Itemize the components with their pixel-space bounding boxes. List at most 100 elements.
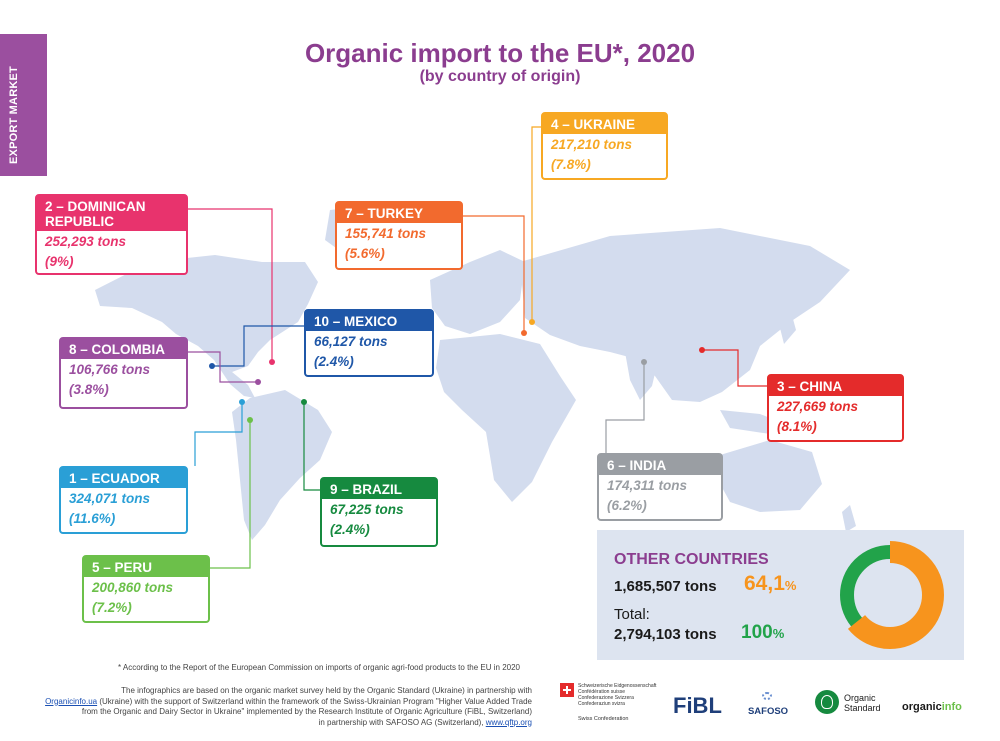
swiss-name-it: Confederazione Svizzera bbox=[578, 695, 634, 701]
credits-text: The infographics are based on the organi… bbox=[20, 686, 532, 728]
organicinfo-wordmark-b: info bbox=[941, 701, 962, 713]
connector-colombia bbox=[188, 351, 258, 383]
country-tons: 324,071 tons bbox=[69, 491, 151, 506]
swiss-name-rm: Confederaziun svizra bbox=[578, 701, 625, 707]
marker-peru bbox=[247, 417, 253, 423]
organic-standard-line2: Standard bbox=[844, 703, 881, 713]
country-tons: 66,127 tons bbox=[314, 334, 388, 349]
total-share-value: 100 bbox=[741, 622, 773, 643]
total-tons: 2,794,103 tons bbox=[614, 626, 717, 643]
country-share: (7.8%) bbox=[551, 157, 591, 172]
country-card-mexico: 10 – MEXICO 66,127 tons (2.4%) bbox=[304, 309, 434, 377]
organic-standard-line1: Organic bbox=[844, 693, 876, 703]
country-share: (2.4%) bbox=[330, 522, 370, 537]
total-share-sign: % bbox=[772, 626, 785, 641]
marker-turkey bbox=[521, 330, 527, 336]
country-tons: 174,311 tons bbox=[607, 478, 688, 493]
country-name: 9 – BRAZIL bbox=[322, 479, 436, 499]
country-tons: 155,741 tons bbox=[345, 226, 427, 241]
other-countries-tons: 1,685,507 tons bbox=[614, 578, 717, 595]
share-donut-chart bbox=[836, 541, 944, 649]
organicinfo-wordmark-a: organic bbox=[902, 701, 942, 713]
country-card-ukraine: 4 – UKRAINE 217,210 tons (7.8%) bbox=[541, 112, 668, 180]
marker-india bbox=[641, 359, 647, 365]
other-countries-share: 64,1% bbox=[744, 572, 796, 596]
country-share: (8.1%) bbox=[777, 419, 817, 434]
country-name: 4 – UKRAINE bbox=[543, 114, 666, 134]
other-share-value: 64,1 bbox=[744, 572, 785, 595]
page-subtitle: (by country of origin) bbox=[419, 68, 581, 85]
country-share: (9%) bbox=[45, 254, 74, 269]
connector-peru bbox=[210, 420, 251, 569]
swiss-name-fr: Confédération suisse bbox=[578, 689, 625, 695]
connector-china bbox=[702, 349, 767, 387]
country-name: 8 – COLOMBIA bbox=[61, 339, 186, 359]
country-share: (11.6%) bbox=[69, 511, 116, 526]
marker-dominican-republic bbox=[269, 359, 275, 365]
marker-brazil bbox=[301, 399, 307, 405]
organic-standard-logo: Organic Standard bbox=[815, 690, 887, 722]
country-card-turkey: 7 – TURKEY 155,741 tons (5.6%) bbox=[335, 201, 463, 270]
total-share: 100% bbox=[741, 622, 784, 644]
connector-ukraine bbox=[531, 126, 541, 322]
country-share: (6.2%) bbox=[607, 498, 647, 513]
total-label: Total: bbox=[614, 606, 650, 623]
safoso-wordmark: SAFOSO bbox=[747, 706, 789, 717]
country-card-colombia: 8 – COLOMBIA 106,766 tons (3.8%) bbox=[59, 337, 188, 409]
country-tons: 106,766 tons bbox=[69, 362, 151, 377]
country-tons: 67,225 tons bbox=[330, 502, 404, 517]
swiss-flag-icon bbox=[560, 683, 574, 697]
connector-turkey bbox=[462, 215, 525, 333]
section-tab: EXPORT MARKET bbox=[0, 34, 47, 176]
marker-mexico bbox=[209, 363, 215, 369]
other-countries-title: OTHER COUNTRIES bbox=[614, 551, 769, 568]
country-tons: 200,860 tons bbox=[92, 580, 174, 595]
credits-line: from the Organic and Dairy Sector in Ukr… bbox=[81, 707, 532, 716]
country-card-india: 6 – INDIA 174,311 tons (6.2%) bbox=[597, 453, 723, 521]
connector-ecuador bbox=[194, 402, 243, 466]
safoso-mark-icon bbox=[760, 690, 774, 702]
country-card-ecuador: 1 – ECUADOR 324,071 tons (11.6%) bbox=[59, 466, 188, 534]
country-card-dominican-republic: 2 – DOMINICAN REPUBLIC 252,293 tons (9%) bbox=[35, 194, 188, 275]
qftp-link[interactable]: www.qftp.org bbox=[485, 717, 532, 727]
country-tons: 217,210 tons bbox=[551, 137, 633, 152]
swiss-name-de: Schweizerische Eidgenossenschaft bbox=[578, 683, 657, 689]
credits-line: in partnership with SAFOSO AG (Switzerla… bbox=[318, 717, 486, 727]
marker-ecuador bbox=[239, 399, 245, 405]
country-share: (7.2%) bbox=[92, 600, 132, 615]
marker-ukraine bbox=[529, 319, 535, 325]
country-card-brazil: 9 – BRAZIL 67,225 tons (2.4%) bbox=[320, 477, 438, 547]
country-card-china: 3 – CHINA 227,669 tons (8.1%) bbox=[767, 374, 904, 442]
country-name: 2 – DOMINICAN REPUBLIC bbox=[37, 196, 186, 231]
country-tons: 252,293 tons bbox=[45, 234, 127, 249]
country-name: 10 – MEXICO bbox=[306, 311, 432, 331]
marker-colombia bbox=[255, 379, 261, 385]
organic-standard-leaf-icon bbox=[815, 690, 839, 714]
swiss-caption: Swiss Confederation bbox=[578, 716, 629, 722]
country-share: (3.8%) bbox=[69, 382, 109, 397]
country-name: 5 – PERU bbox=[84, 557, 208, 577]
page-title: Organic import to the EU*, 2020 bbox=[304, 38, 696, 68]
organicinfo-logo: organicinfo bbox=[902, 701, 962, 713]
safoso-logo: SAFOSO bbox=[742, 690, 794, 720]
fibl-logo: FiBL bbox=[673, 693, 722, 718]
connector-india bbox=[605, 362, 645, 455]
country-tons: 227,669 tons bbox=[777, 399, 859, 414]
country-card-peru: 5 – PERU 200,860 tons (7.2%) bbox=[82, 555, 210, 623]
other-share-sign: % bbox=[784, 578, 797, 593]
country-share: (5.6%) bbox=[345, 246, 385, 261]
marker-china bbox=[699, 347, 705, 353]
connector-mexico bbox=[212, 325, 304, 367]
donut-other-segment bbox=[836, 541, 944, 649]
organicinfo-link[interactable]: Organicinfo.ua bbox=[45, 696, 98, 706]
credits-line: The infographics are based on the organi… bbox=[121, 686, 532, 695]
connector-dominican-republic bbox=[188, 208, 273, 362]
country-name: 1 – ECUADOR bbox=[61, 468, 186, 488]
country-name: 3 – CHINA bbox=[769, 376, 902, 396]
country-share: (2.4%) bbox=[314, 354, 354, 369]
country-name: 6 – INDIA bbox=[599, 455, 721, 475]
footnote: * According to the Report of the Europea… bbox=[118, 663, 520, 672]
continents bbox=[95, 203, 856, 540]
connector-brazil bbox=[303, 402, 320, 491]
